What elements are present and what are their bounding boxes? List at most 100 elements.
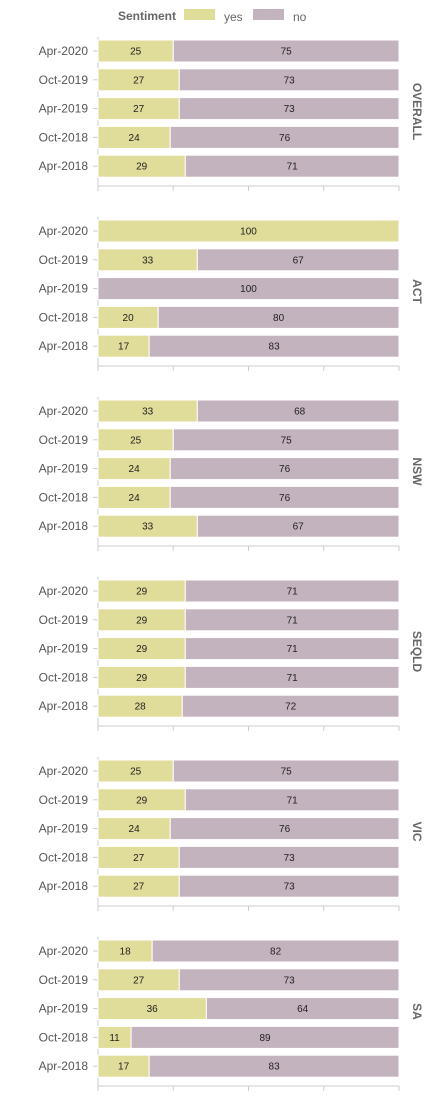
data-label-yes: 33	[142, 255, 154, 266]
data-label-no: 76	[279, 493, 291, 504]
bar-no	[169, 125, 400, 149]
bar-no	[178, 845, 400, 869]
category-label: Oct-2018	[39, 490, 89, 504]
bar-no	[130, 1025, 400, 1049]
category-label: Apr-2018	[39, 519, 89, 533]
legend-label-no[interactable]: no	[293, 10, 307, 24]
data-label-yes: 27	[133, 853, 145, 864]
category-label: Apr-2019	[39, 642, 89, 656]
bar-no	[184, 579, 400, 603]
data-label-yes: 29	[136, 587, 148, 598]
category-label: Apr-2019	[39, 822, 89, 836]
category-label: Apr-2018	[39, 159, 89, 173]
data-label-no: 80	[273, 313, 285, 324]
data-label-no: 73	[284, 75, 296, 86]
category-label: Oct-2019	[39, 433, 89, 447]
data-label-yes: 29	[136, 615, 148, 626]
bar-yes	[97, 219, 400, 243]
category-label: Apr-2018	[39, 1059, 89, 1073]
data-label-yes: 20	[123, 313, 135, 324]
data-label-yes: 25	[130, 435, 142, 446]
category-label: Apr-2020	[39, 584, 89, 598]
bar-no	[178, 97, 400, 121]
data-label-yes: 33	[142, 522, 154, 533]
panel-vic: VIC Apr-2020 25 75 Oct-2019 29 71 Apr-2019 24 76 O…	[39, 757, 424, 911]
data-label-yes: 11	[109, 1033, 120, 1044]
bar-no	[184, 665, 400, 689]
data-label-no: 67	[293, 522, 305, 533]
data-label-yes: 29	[136, 644, 148, 655]
bar-no	[181, 694, 400, 718]
data-label-no: 100	[240, 284, 257, 295]
data-label-no: 82	[270, 947, 282, 958]
bar-no	[169, 485, 400, 509]
category-label: Apr-2020	[39, 764, 89, 778]
data-label-no: 71	[287, 673, 299, 684]
data-label-yes: 100	[240, 227, 257, 238]
category-label: Oct-2019	[39, 73, 89, 87]
category-label: Apr-2018	[39, 339, 89, 353]
data-label-no: 71	[287, 644, 299, 655]
legend-swatch-no[interactable]	[253, 9, 284, 20]
data-label-yes: 24	[129, 824, 141, 835]
bar-no	[184, 637, 400, 661]
category-label: Oct-2018	[39, 670, 89, 684]
bar-no	[169, 817, 400, 841]
bar-no	[178, 874, 400, 898]
data-label-no: 71	[287, 615, 299, 626]
bar-no	[169, 457, 400, 481]
data-label-no: 76	[279, 824, 291, 835]
legend-label-yes[interactable]: yes	[224, 10, 243, 24]
data-label-no: 71	[287, 587, 299, 598]
data-label-no: 68	[294, 407, 306, 418]
category-label: Oct-2019	[39, 793, 89, 807]
legend-swatch-yes[interactable]	[184, 9, 215, 20]
panel-label-vic: VIC	[410, 821, 424, 841]
data-label-yes: 24	[129, 133, 141, 144]
data-label-no: 76	[279, 133, 291, 144]
data-label-yes: 27	[133, 882, 145, 893]
data-label-yes: 29	[136, 795, 148, 806]
category-label: Oct-2019	[39, 973, 89, 987]
bar-no	[172, 39, 400, 63]
data-label-no: 73	[284, 882, 296, 893]
panel-label-nsw: NSW	[410, 458, 424, 487]
category-label: Oct-2018	[39, 1030, 89, 1044]
panel-label-seqld: SEQLD	[410, 631, 424, 673]
data-label-yes: 25	[130, 767, 142, 778]
bar-no	[178, 968, 400, 992]
data-label-no: 73	[284, 104, 296, 115]
data-label-yes: 17	[118, 1062, 130, 1073]
data-label-yes: 18	[120, 947, 132, 958]
panel-label-act: ACT	[410, 279, 424, 304]
category-label: Apr-2019	[39, 1002, 89, 1016]
data-label-yes: 24	[129, 493, 141, 504]
category-label: Oct-2018	[39, 850, 89, 864]
bar-no	[172, 428, 400, 452]
category-label: Apr-2020	[39, 224, 89, 238]
bar-no	[184, 788, 400, 812]
data-label-yes: 24	[129, 464, 141, 475]
legend-title: Sentiment	[118, 9, 177, 23]
category-label: Apr-2020	[39, 404, 89, 418]
data-label-no: 67	[293, 255, 305, 266]
category-label: Apr-2019	[39, 282, 89, 296]
bar-no	[157, 305, 400, 329]
category-label: Oct-2019	[39, 613, 89, 627]
panel-act: ACT Apr-2020 100 Oct-2019 33 67 Apr-2019 100 Oct…	[39, 217, 424, 371]
chart-legend: Sentiment yes no	[0, 6, 441, 26]
bar-no	[148, 334, 400, 358]
data-label-no: 71	[287, 162, 299, 173]
panel-seqld: SEQLD Apr-2020 29 71 Oct-2019 29 71 Apr-2019 29 7…	[39, 577, 424, 731]
panel-overall: OVERALL Apr-2020 25 75 Oct-2019 27 73 Apr-2019 2…	[39, 37, 424, 191]
bar-no	[97, 277, 400, 301]
bar-no	[184, 154, 400, 178]
data-label-yes: 33	[142, 407, 154, 418]
data-label-no: 75	[281, 47, 293, 58]
category-label: Oct-2018	[39, 130, 89, 144]
data-label-no: 72	[285, 702, 297, 713]
data-label-yes: 29	[136, 162, 148, 173]
bar-no	[172, 759, 400, 783]
panel-label-sa: SA	[410, 1003, 424, 1020]
category-label: Apr-2019	[39, 102, 89, 116]
